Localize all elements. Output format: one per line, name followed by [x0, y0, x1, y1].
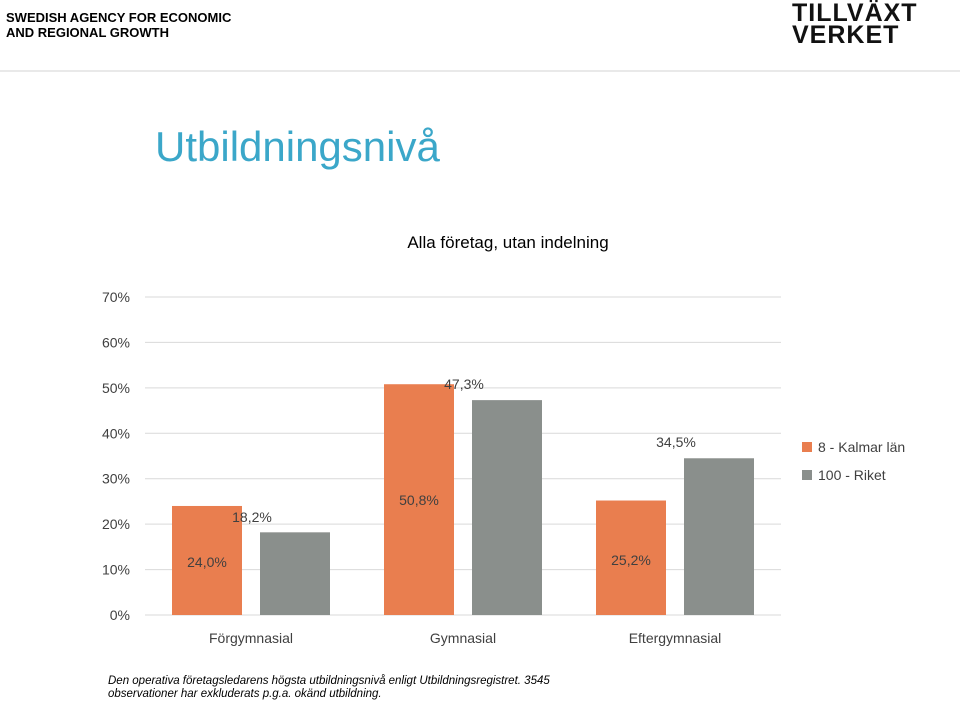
logo-line-2: VERKET: [792, 21, 900, 49]
data-label: 24,0%: [187, 554, 227, 570]
bar-series-1: [596, 500, 666, 615]
data-label: 18,2%: [232, 509, 272, 525]
agency-name: SWEDISH AGENCY FOR ECONOMIC AND REGIONAL…: [6, 10, 232, 40]
y-tick-label: 10%: [102, 562, 130, 578]
data-label: 25,2%: [611, 552, 651, 568]
x-tick-label: Gymnasial: [430, 630, 496, 646]
data-label: 50,8%: [399, 492, 439, 508]
legend-item-series-2: 100 - Riket: [802, 461, 905, 489]
bar-series-2: [684, 458, 754, 615]
data-label: 34,5%: [656, 434, 696, 450]
legend-label-series-1: 8 - Kalmar län: [818, 439, 906, 455]
tillvaxtverket-logo: TILLVÄXT VERKET: [792, 0, 918, 49]
logo-line-1: TILLVÄXT: [792, 0, 918, 27]
bar-series-1: [172, 505, 242, 615]
legend-swatch-series-1: [802, 442, 812, 452]
chart-title: Alla företag, utan indelning: [407, 233, 609, 252]
y-tick-label: 50%: [102, 380, 130, 396]
page-title: Utbildningsnivå: [155, 123, 440, 170]
bar-series-2: [260, 532, 330, 615]
y-tick-label: 0%: [110, 607, 130, 623]
data-label: 47,3%: [444, 376, 484, 392]
x-tick-label: Eftergymnasial: [629, 630, 722, 646]
y-tick-label: 60%: [102, 334, 130, 350]
header-divider: [0, 70, 960, 72]
y-tick-label: 30%: [102, 471, 130, 487]
legend-swatch-series-2: [802, 470, 812, 480]
y-tick-label: 40%: [102, 425, 130, 441]
legend-item-series-1: 8 - Kalmar län: [802, 433, 905, 461]
x-tick-label: Förgymnasial: [209, 630, 293, 646]
legend-label-series-2: 100 - Riket: [818, 467, 886, 483]
bar-series-1: [384, 384, 454, 615]
bar-series-2: [472, 400, 542, 615]
y-tick-label: 70%: [102, 289, 130, 305]
y-tick-label: 20%: [102, 516, 130, 532]
chart-legend: 8 - Kalmar län 100 - Riket: [802, 433, 905, 489]
footnote: Den operativa företagsledarens högsta ut…: [108, 675, 550, 700]
